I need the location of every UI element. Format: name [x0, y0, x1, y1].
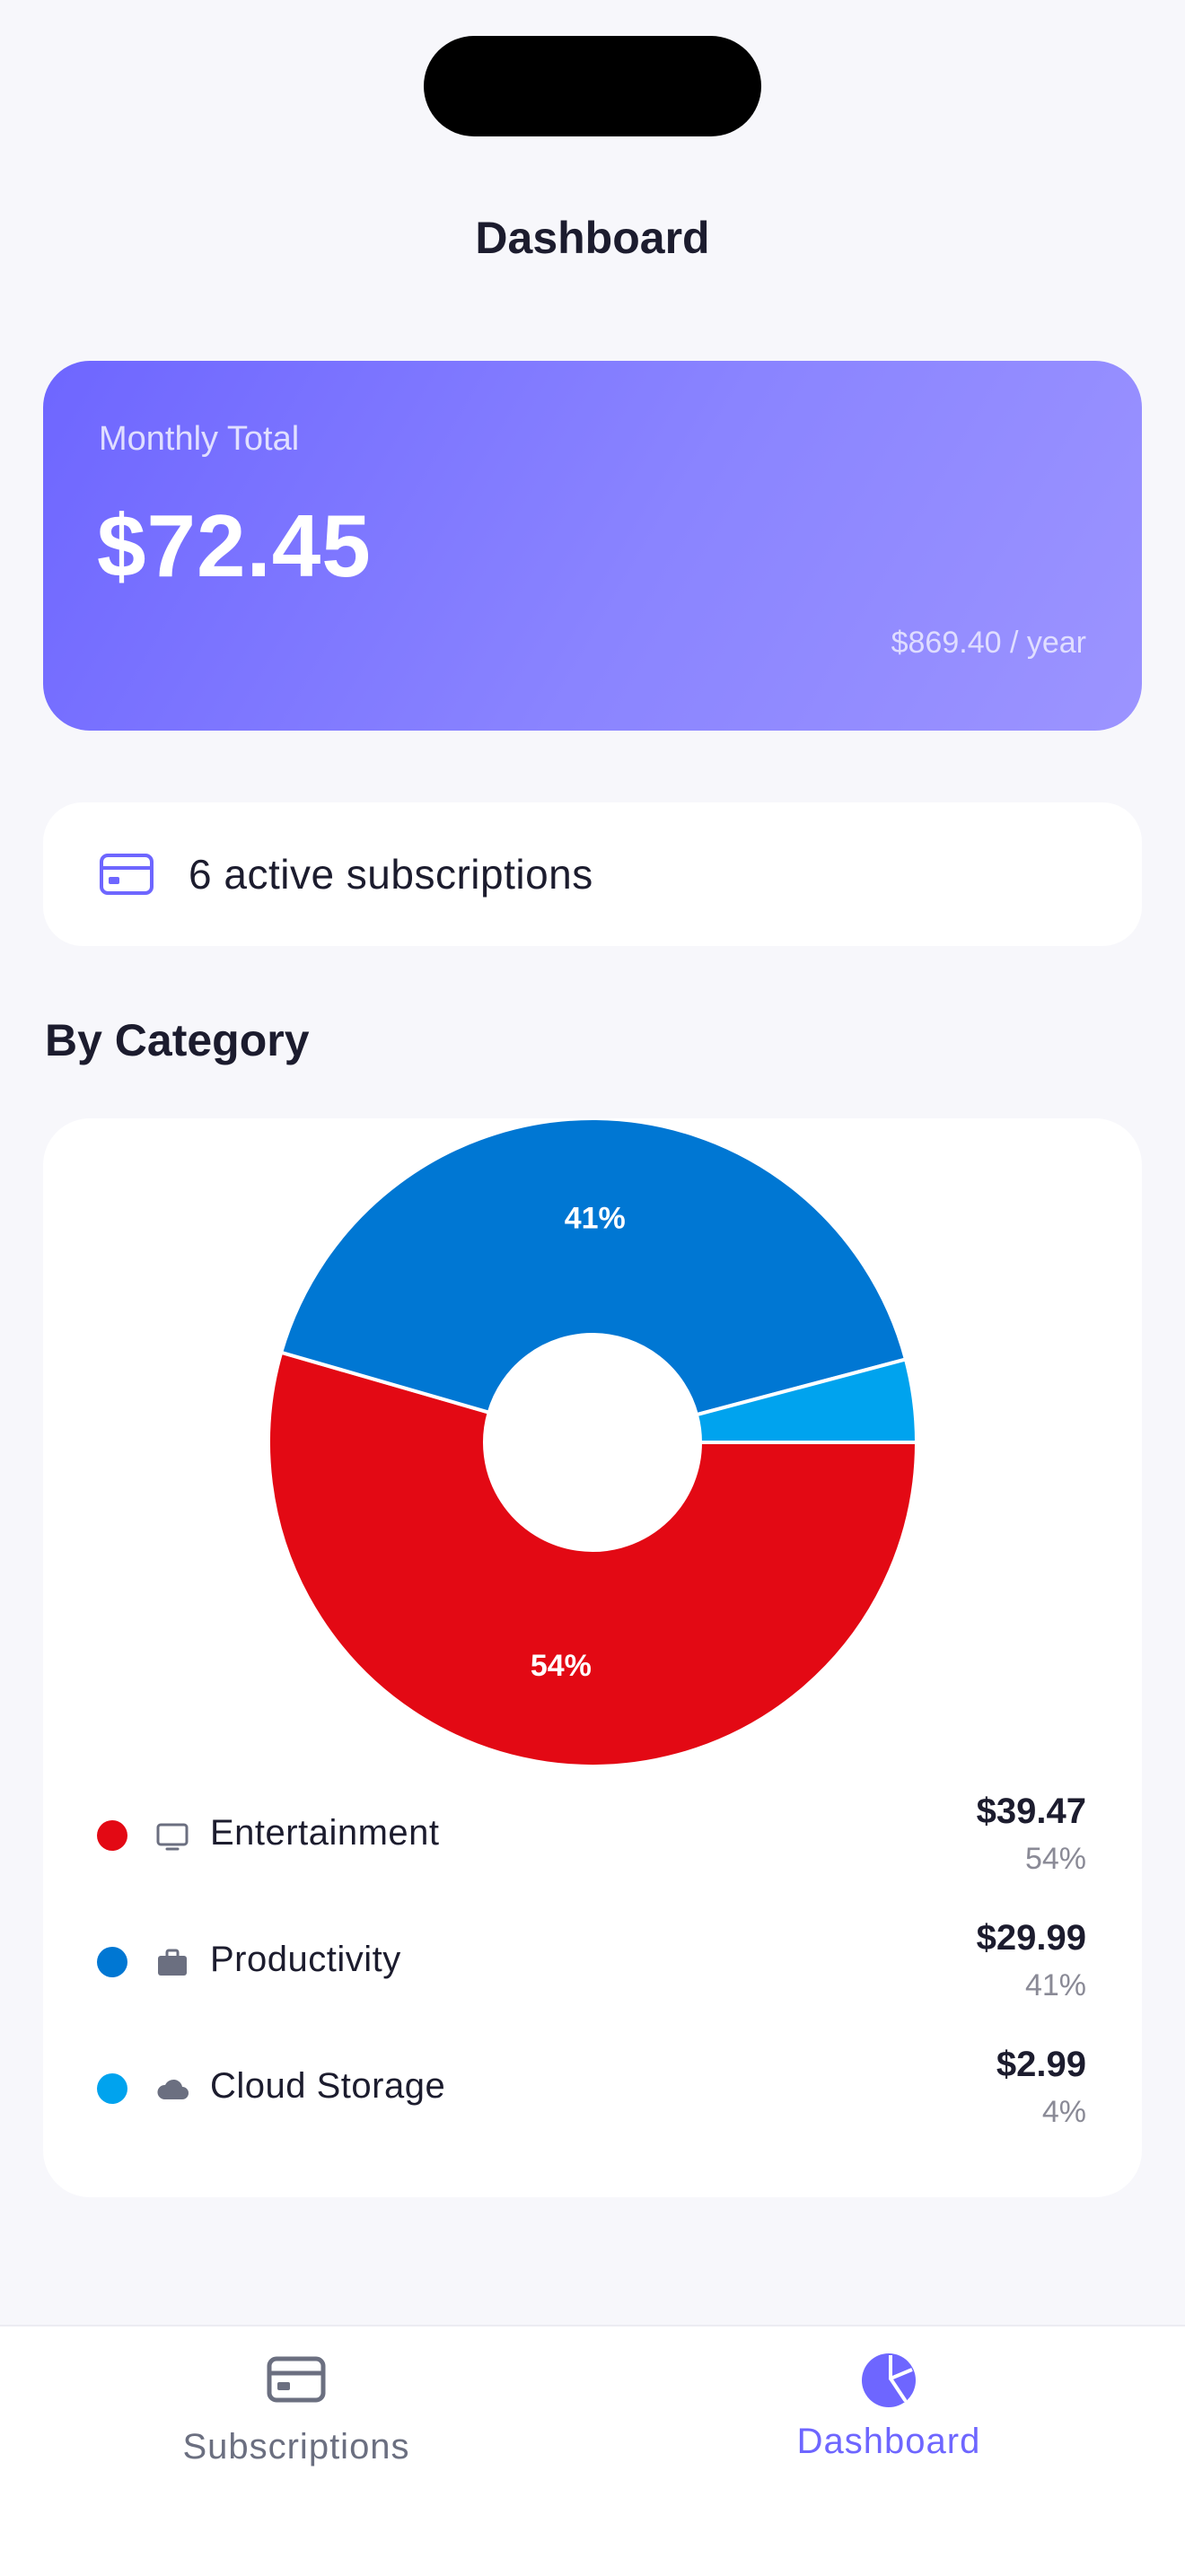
tab-bar: Subscriptions Dashboard [0, 2325, 1185, 2576]
legend-percent: 54% [1024, 1842, 1086, 1876]
category-chart-card: 54% 41% Entertainment $39.47 54% Producti… [43, 1118, 1142, 2197]
dynamic-island [424, 36, 761, 136]
active-subscriptions-card[interactable]: 6 active subscriptions [43, 802, 1142, 946]
legend-dot [97, 1947, 127, 1977]
legend-percent: 4% [1041, 2095, 1086, 2129]
legend-item-productivity[interactable]: Productivity $29.99 41% [43, 1909, 1142, 2036]
legend-item-entertainment[interactable]: Entertainment $39.47 54% [43, 1783, 1142, 1909]
credit-card-icon [100, 854, 154, 895]
tv-icon [156, 1823, 189, 1851]
slice-label: 41% [565, 1202, 626, 1236]
section-title: By Category [45, 1015, 310, 1065]
legend-label: Productivity [210, 1940, 401, 1979]
tab-label: Subscriptions [182, 2427, 410, 2466]
legend-amount: $2.99 [996, 2045, 1086, 2084]
legend-item-cloud-storage[interactable]: Cloud Storage $2.99 4% [43, 2036, 1142, 2162]
monthly-total-amount: $72.45 [97, 496, 372, 595]
yearly-total: $869.40 / year [891, 626, 1086, 660]
cloud-icon [157, 2079, 189, 2099]
category-donut-chart: 54% 41% [267, 1118, 919, 1768]
slice-entertainment[interactable] [267, 1350, 919, 1768]
slice-productivity[interactable] [278, 1118, 908, 1417]
briefcase-icon [158, 1949, 187, 1976]
credit-card-icon [267, 2356, 326, 2403]
category-legend: Entertainment $39.47 54% Productivity $2… [43, 1783, 1142, 2162]
legend-dot [97, 2073, 127, 2104]
monthly-total-card: Monthly Total $72.45 $869.40 / year [43, 361, 1142, 731]
slice-label: 54% [531, 1649, 592, 1683]
legend-label: Cloud Storage [210, 2066, 446, 2106]
pie-chart-icon [862, 2353, 916, 2407]
tab-dashboard[interactable]: Dashboard [592, 2326, 1185, 2506]
active-subscriptions-text: 6 active subscriptions [189, 851, 593, 898]
slice-cloud-storage[interactable] [694, 1356, 919, 1444]
tab-subscriptions[interactable]: Subscriptions [0, 2326, 592, 2506]
legend-percent: 41% [1024, 1968, 1086, 2002]
tab-label: Dashboard [796, 2422, 981, 2461]
legend-dot [97, 1820, 127, 1851]
legend-amount: $39.47 [976, 1792, 1086, 1831]
legend-amount: $29.99 [976, 1918, 1086, 1958]
legend-label: Entertainment [210, 1813, 440, 1853]
page-title: Dashboard [475, 213, 710, 263]
monthly-total-label: Monthly Total [99, 420, 300, 458]
